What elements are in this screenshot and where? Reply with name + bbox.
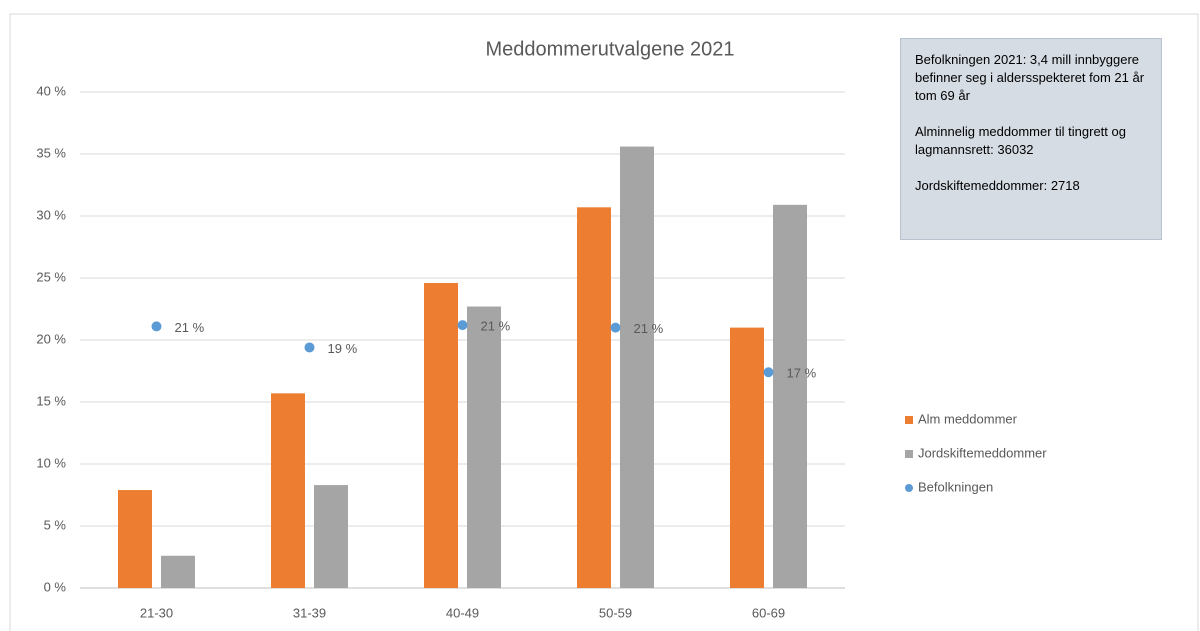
x-tick-label: 60-69	[752, 605, 785, 620]
bar	[620, 146, 654, 588]
dot	[304, 342, 315, 353]
bar	[773, 204, 807, 588]
data-label: 17 %	[787, 366, 817, 381]
chart-border	[9, 13, 1199, 631]
chart-title: Meddommerutvalgene 2021	[485, 38, 734, 60]
bar	[271, 393, 305, 588]
bar	[314, 485, 348, 588]
y-tick-label: 0 %	[44, 579, 67, 594]
y-tick-label: 35 %	[36, 145, 66, 160]
legend-marker	[905, 450, 913, 458]
dot	[763, 367, 774, 378]
legend-label: Befolkningen	[918, 479, 993, 494]
y-tick-label: 5 %	[44, 517, 67, 532]
bar	[161, 555, 195, 588]
bar	[118, 490, 152, 588]
y-tick-label: 30 %	[36, 207, 66, 222]
data-label: 21 %	[175, 320, 205, 335]
bar	[467, 306, 501, 588]
bar	[730, 327, 764, 588]
text-box: Befolkningen 2021: 3,4 mill innbyggere b…	[900, 38, 1162, 240]
x-tick-label: 50-59	[599, 605, 632, 620]
dot	[151, 321, 162, 332]
text-paragraph: Jordskiftemeddommer: 2718	[915, 178, 1080, 193]
legend-label: Alm meddommer	[918, 411, 1018, 426]
y-tick-label: 10 %	[36, 455, 66, 470]
y-tick-label: 40 %	[36, 83, 66, 98]
dot	[610, 322, 621, 333]
legend-marker	[905, 416, 913, 424]
y-tick-label: 25 %	[36, 269, 66, 284]
text-paragraph: Befolkningen 2021: 3,4 mill innbyggere b…	[915, 52, 1145, 103]
x-tick-label: 40-49	[446, 605, 479, 620]
y-tick-label: 20 %	[36, 331, 66, 346]
data-label: 21 %	[634, 321, 664, 336]
bar	[577, 207, 611, 588]
x-tick-label: 31-39	[293, 605, 326, 620]
text-paragraph: Alminnelig meddommer til tingrett og lag…	[915, 124, 1126, 157]
x-tick-label: 21-30	[140, 605, 173, 620]
dot	[457, 320, 468, 331]
data-label: 21 %	[481, 319, 511, 334]
legend-label: Jordskiftemeddommer	[918, 445, 1047, 460]
legend-marker	[905, 484, 913, 492]
bar	[424, 282, 458, 588]
data-label: 19 %	[328, 341, 358, 356]
y-tick-label: 15 %	[36, 393, 66, 408]
